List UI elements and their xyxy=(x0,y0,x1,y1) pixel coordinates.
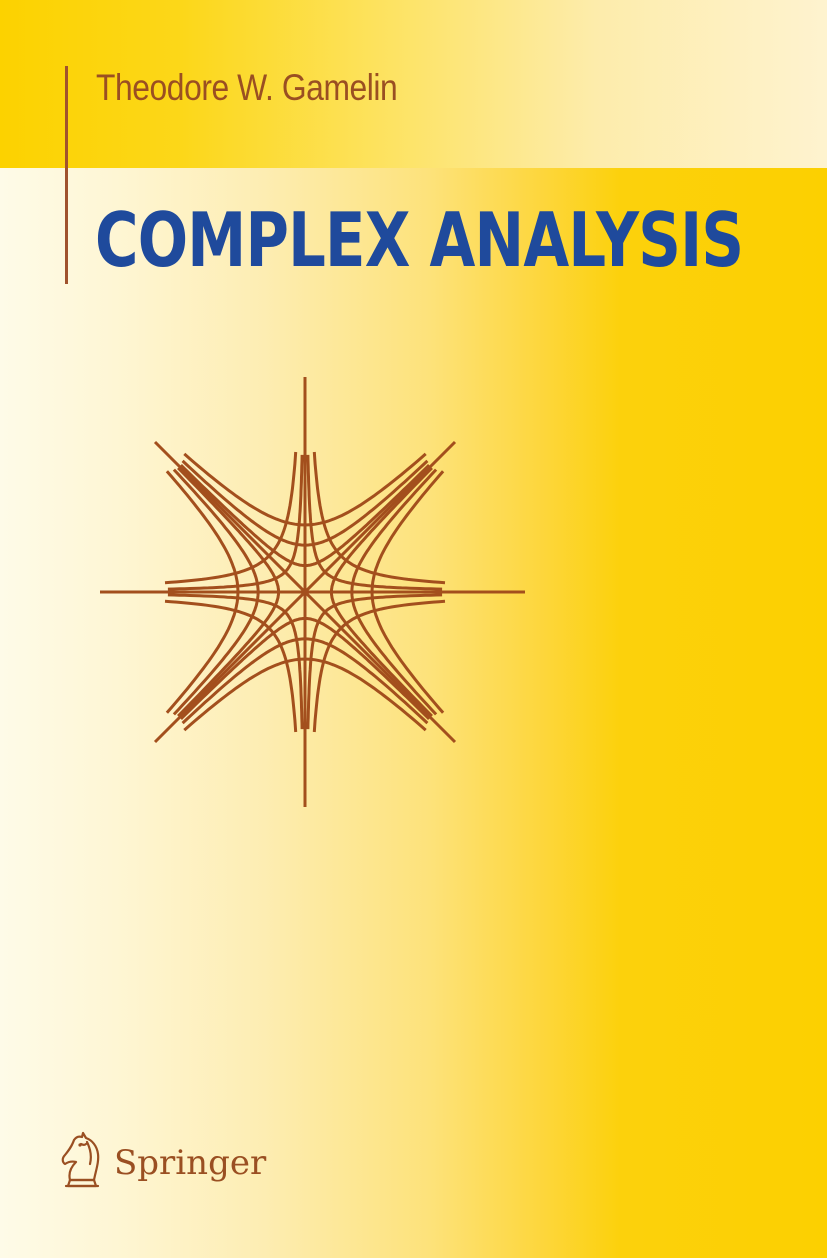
book-title: COMPLEX ANALYSIS xyxy=(95,196,744,284)
hyperbola-grid-icon xyxy=(100,377,525,807)
chess-knight-icon xyxy=(61,1131,100,1188)
publisher-name: Springer xyxy=(114,1143,267,1183)
vertical-rule xyxy=(65,66,68,284)
author-name: Theodore W. Gamelin xyxy=(96,67,398,108)
publisher-logo: Springer xyxy=(56,1128,316,1198)
top-color-band xyxy=(0,0,827,168)
diagonal-line xyxy=(153,440,457,744)
